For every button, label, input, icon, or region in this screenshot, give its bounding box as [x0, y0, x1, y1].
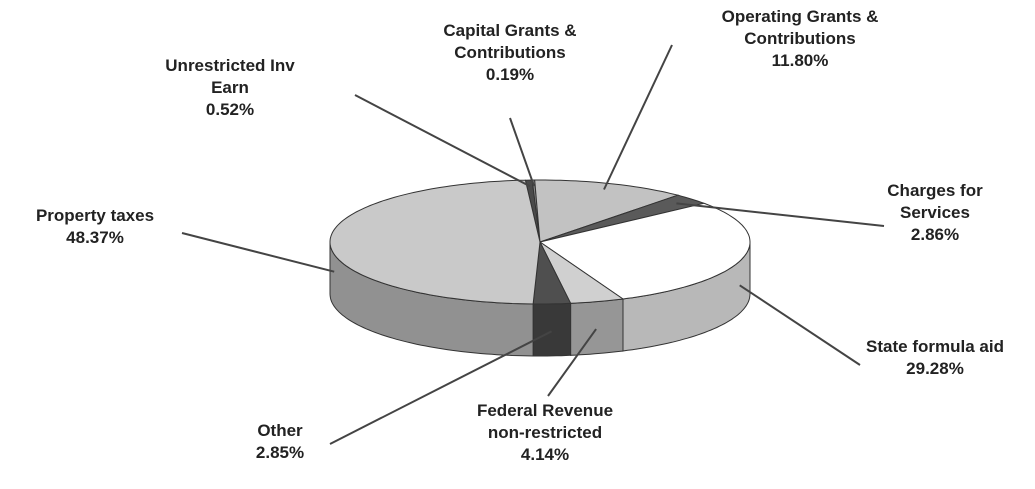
slice	[538, 240, 625, 304]
slice	[539, 194, 706, 243]
slice-percent: 2.86%	[910, 225, 960, 244]
slice	[329, 179, 541, 305]
slice-label: Operating Grants & Contributions 11.80%	[705, 6, 895, 72]
slice-percent: 0.19%	[485, 65, 535, 84]
slice-percent: 2.85%	[255, 443, 305, 462]
slice-label: Charges for Services 2.86%	[875, 180, 995, 246]
slice	[534, 179, 680, 243]
leader-line	[509, 117, 536, 187]
slice-name: Unrestricted Inv Earn	[165, 56, 295, 97]
leader-lines	[181, 44, 885, 445]
slice-name: Capital Grants & Contributions	[443, 21, 577, 62]
slice-label: Federal Revenue non-restricted 4.14%	[465, 400, 625, 466]
slice-label: Other 2.85%	[230, 420, 330, 464]
slice-name: State formula aid	[866, 337, 1004, 356]
slice-percent: 11.80%	[771, 51, 829, 70]
slice-name: Property taxes	[35, 206, 155, 225]
slice-name: Other	[257, 421, 303, 440]
slice-label: State formula aid 29.28%	[835, 336, 1035, 380]
slice-side	[570, 298, 624, 356]
leader-line	[739, 284, 861, 366]
slice	[538, 202, 751, 300]
slice-percent: 4.14%	[520, 445, 570, 464]
pie-sides	[329, 241, 751, 357]
slice-percent: 48.37%	[66, 228, 124, 247]
leader-line	[354, 94, 531, 188]
slice-label: Property taxes 48.37%	[0, 205, 195, 249]
slice	[532, 240, 572, 305]
slice-label: Capital Grants & Contributions 0.19%	[423, 20, 598, 86]
leader-line	[181, 232, 335, 273]
pie-tops	[329, 179, 751, 305]
slice-side	[532, 302, 572, 357]
leader-line	[547, 328, 597, 397]
slice-name: Federal Revenue non-restricted	[476, 401, 614, 442]
slice-percent: 29.28%	[906, 359, 964, 378]
slice-percent: 0.52%	[205, 100, 255, 119]
leader-line	[603, 44, 673, 190]
slice-label: Unrestricted Inv Earn 0.52%	[155, 55, 305, 121]
leader-line	[676, 202, 885, 227]
leader-line	[329, 330, 553, 445]
slice-name: Charges for Services	[887, 181, 983, 222]
slice-name: Operating Grants & Contributions	[721, 7, 879, 48]
